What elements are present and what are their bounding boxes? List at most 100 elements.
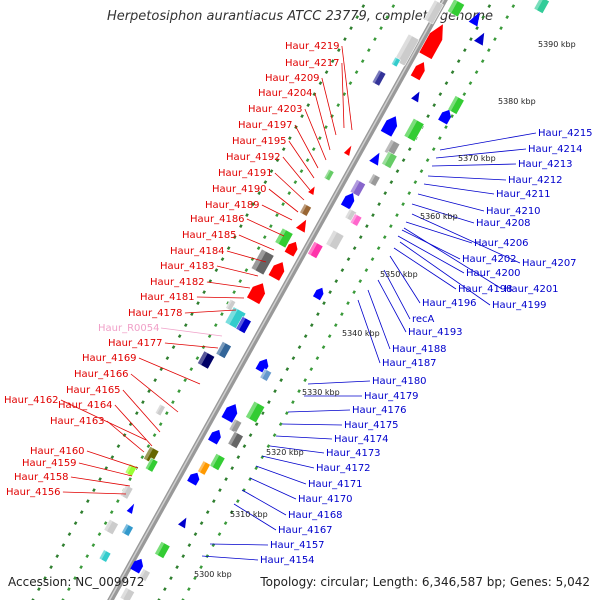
guide-dot	[109, 510, 114, 515]
gene-label-right[interactable]: Haur_4188	[392, 344, 447, 355]
guide-dot	[266, 444, 271, 449]
gene-label-right[interactable]: Haur_4210	[486, 206, 541, 217]
gene-label-right[interactable]: Haur_4170	[298, 494, 353, 505]
guide-dot	[385, 15, 390, 20]
guide-dot	[213, 323, 218, 328]
gene-label-right[interactable]: Haur_4208	[476, 218, 531, 229]
guide-dot	[171, 400, 175, 405]
gene-label-left[interactable]: Haur_R0054	[98, 323, 160, 334]
guide-dot	[183, 323, 188, 328]
leader-line	[238, 234, 275, 251]
gene-label-left[interactable]: Haur_4169	[82, 353, 137, 364]
gene-label-right[interactable]: Haur_4200	[466, 268, 521, 279]
guide-dot	[469, 37, 473, 42]
gene-label-right[interactable]: Haur_4175	[344, 420, 399, 431]
gene-label-right[interactable]: Haur_4187	[382, 358, 437, 369]
gene-label-left[interactable]: Haur_4195	[232, 136, 287, 147]
guide-dot	[260, 411, 265, 416]
gene-label-left[interactable]: Haur_4203	[248, 104, 303, 115]
guide-dot	[116, 499, 120, 504]
gene-label-right[interactable]: Haur_4168	[288, 510, 343, 521]
gene-feature	[393, 33, 420, 67]
gene-label-left[interactable]: Haur_4185	[182, 230, 237, 241]
gene-label-right[interactable]: Haur_4213	[518, 159, 573, 170]
gene-label-right[interactable]: Haur_4173	[326, 448, 381, 459]
gene-label-right[interactable]: Haur_4215	[538, 128, 593, 139]
gene-label-left[interactable]: Haur_4181	[140, 292, 195, 303]
gene-label-right[interactable]: Haur_4212	[508, 175, 563, 186]
gene-label-left[interactable]: Haur_4162	[4, 395, 59, 406]
gene-label-left[interactable]: Haur_4159	[22, 458, 77, 469]
gene-label-left[interactable]: Haur_4197	[238, 120, 293, 131]
gene-label-right[interactable]: Haur_4211	[496, 189, 551, 200]
gene-label-left[interactable]: Haur_4209	[265, 73, 320, 84]
gene-label-right[interactable]: Haur_4180	[372, 376, 427, 387]
gene-label-left[interactable]: Haur_4183	[160, 261, 215, 272]
gene-label-left[interactable]: Haur_4217	[285, 58, 340, 69]
leader-line	[122, 389, 161, 433]
gene-feature	[234, 254, 245, 266]
gene-label-left[interactable]: Haur_4166	[74, 369, 129, 380]
gene-label-left[interactable]: Haur_4178	[128, 308, 183, 319]
gene-feature	[411, 91, 420, 103]
guide-dot	[401, 158, 406, 163]
leader-line	[160, 327, 223, 337]
gene-label-right[interactable]: Haur_4196	[422, 298, 477, 309]
guide-dot	[340, 312, 344, 317]
guide-dot	[343, 37, 347, 42]
gene-label-left[interactable]: Haur_4204	[258, 88, 313, 99]
gene-label-left[interactable]: Haur_4191	[218, 168, 273, 179]
gene-label-right[interactable]: Haur_4154	[260, 555, 315, 566]
gene-label-left[interactable]: Haur_4189	[205, 200, 260, 211]
guide-dot	[330, 59, 335, 64]
guide-dot	[340, 268, 345, 273]
gene-label-left[interactable]: Haur_4164	[58, 400, 113, 411]
gene-label-right[interactable]: Haur_4206	[474, 238, 529, 249]
gene-label-left[interactable]: Haur_4182	[150, 277, 205, 288]
gene-feature	[533, 0, 550, 14]
guide-dot	[230, 466, 235, 471]
leader-line	[281, 423, 343, 426]
gene-label-left[interactable]: Haur_4156	[6, 487, 61, 498]
leader-line	[304, 108, 327, 161]
gene-label-left[interactable]: Haur_4184	[170, 246, 225, 257]
gene-label-left[interactable]: Haur_4219	[285, 41, 340, 52]
guide-dot	[67, 587, 71, 592]
gene-label-right[interactable]: Haur_4171	[308, 479, 363, 490]
guide-dot	[432, 103, 437, 108]
gene-label-right[interactable]: recA	[412, 314, 435, 325]
gene-label-left[interactable]: Haur_4186	[190, 214, 245, 225]
gene-label-right[interactable]: Haur_4193	[408, 327, 463, 338]
gene-label-left[interactable]: Haur_4163	[50, 416, 105, 427]
gene-label-right[interactable]: Haur_4179	[364, 391, 419, 402]
gene-label-left[interactable]: Haur_4165	[66, 385, 121, 396]
gene-feature	[274, 227, 294, 249]
gene-label-left[interactable]: Haur_4177	[108, 338, 163, 349]
gene-label-right[interactable]: Haur_4174	[334, 434, 389, 445]
gene-feature	[130, 558, 144, 574]
gene-label-right[interactable]: Haur_4198	[458, 284, 513, 295]
gene-label-right[interactable]: Haur_4167	[278, 525, 333, 536]
gene-feature	[215, 341, 232, 359]
gene-label-right[interactable]: Haur_4176	[352, 405, 407, 416]
guide-dot	[288, 136, 292, 141]
guide-dot	[279, 378, 284, 383]
gene-label-right[interactable]: Haur_4157	[270, 540, 325, 551]
gene-label-left[interactable]: Haur_4190	[212, 184, 267, 195]
gene-label-right[interactable]: Haur_4201	[504, 284, 559, 295]
gene-label-right[interactable]: Haur_4202	[462, 254, 517, 265]
guide-dot	[361, 4, 366, 9]
gene-label-right[interactable]: Haur_4199	[492, 300, 547, 311]
leader-line	[282, 156, 311, 191]
guide-dot	[134, 411, 139, 416]
gene-label-left[interactable]: Haur_4158	[14, 472, 69, 483]
gene-label-left[interactable]: Haur_4160	[30, 446, 85, 457]
guide-dot	[481, 15, 486, 20]
leader-line	[209, 543, 269, 546]
leader-line	[261, 455, 315, 469]
gene-label-right[interactable]: Haur_4214	[528, 144, 583, 155]
gene-label-left[interactable]: Haur_4192	[226, 152, 281, 163]
gene-label-right[interactable]: Haur_4172	[316, 463, 371, 474]
gene-label-right[interactable]: Haur_4207	[522, 258, 577, 269]
guide-dot	[190, 312, 194, 317]
